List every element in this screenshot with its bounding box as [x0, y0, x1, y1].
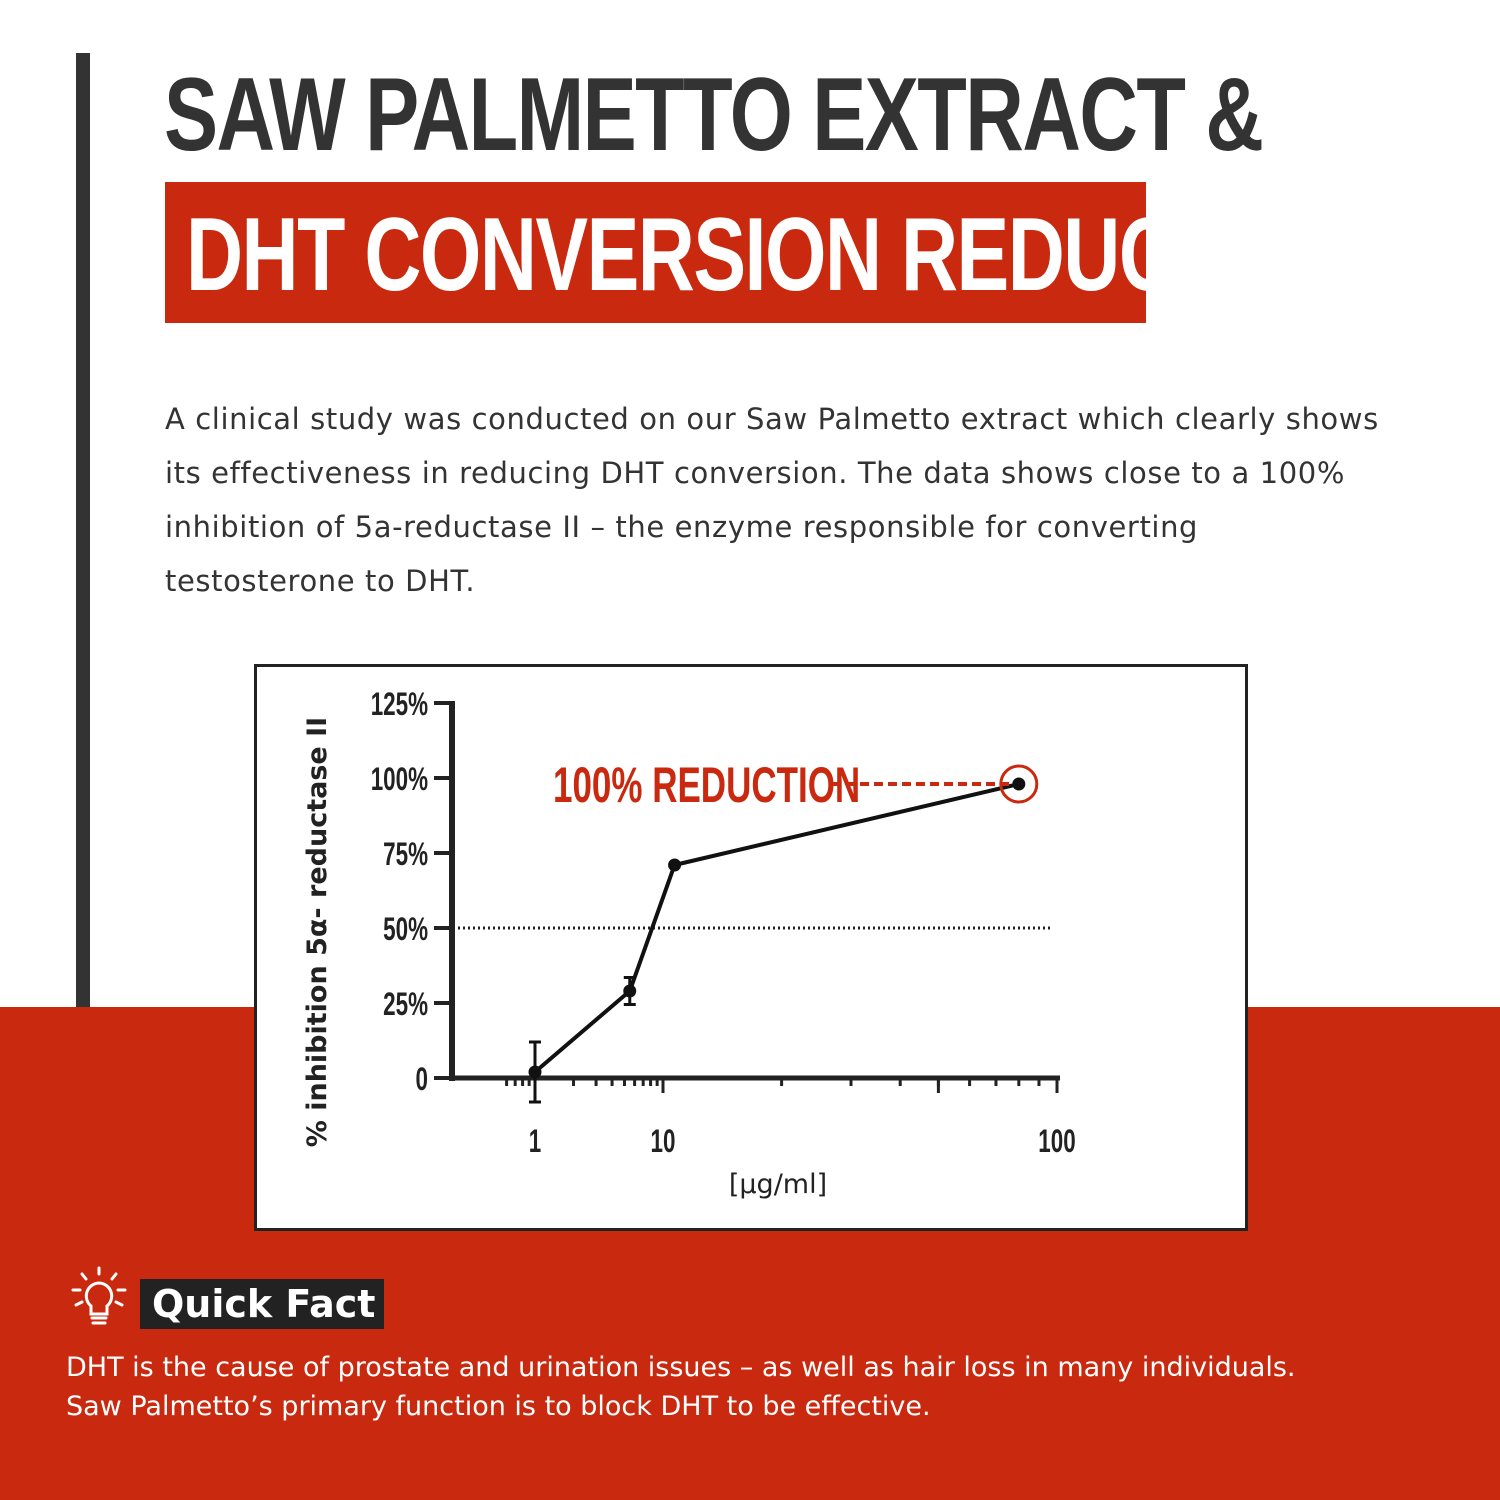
chart-frame [254, 664, 1248, 1231]
intro-paragraph: A clinical study was conducted on our Sa… [165, 402, 1379, 598]
series-line [533, 782, 1020, 1074]
lightbulb-icon [71, 1266, 127, 1325]
accent-bar [76, 53, 90, 1007]
data-point [528, 1065, 542, 1079]
x-tick-label: 100 [1038, 1123, 1075, 1159]
x-tick-label: 1 [529, 1123, 541, 1159]
title-line-2: DHT CONVERSION REDUCTION [186, 197, 1359, 313]
y-tick-label: 50% [383, 911, 428, 947]
data-point [668, 858, 682, 872]
quick-fact-line-2: Saw Palmetto’s primary function is to bl… [66, 1391, 931, 1422]
y-axis-label: % inhibition 5α- reductase II [302, 717, 333, 1147]
x-tick-label: 10 [651, 1123, 676, 1159]
title-highlight [165, 182, 1146, 323]
quick-fact-text: DHT is the cause of prostate and urinati… [66, 1348, 1366, 1426]
y-tick-label: 0 [416, 1061, 428, 1097]
quick-fact-label: Quick Fact [140, 1279, 384, 1329]
y-tick-label: 100% [371, 761, 428, 797]
x-axis-label: [µg/ml] [729, 1169, 827, 1200]
y-tick-label: 75% [383, 836, 428, 872]
quick-fact-line-1: DHT is the cause of prostate and urinati… [66, 1352, 1296, 1383]
title-line-1: SAW PALMETTO EXTRACT & [164, 57, 1264, 173]
annotation-label: 100% REDUCTION [553, 758, 860, 814]
y-tick-label: 125% [371, 686, 428, 722]
y-tick-label: 25% [383, 986, 428, 1022]
data-point [623, 984, 637, 998]
data-point [1012, 777, 1026, 791]
